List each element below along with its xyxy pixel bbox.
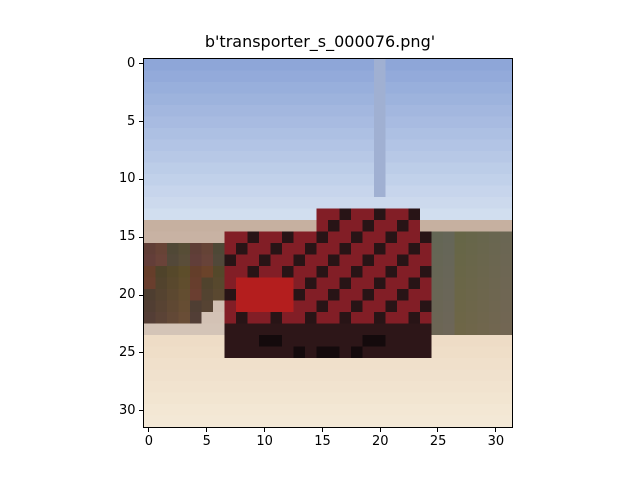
x-tick	[495, 428, 497, 432]
y-tick	[139, 63, 143, 65]
x-tick-label: 0	[144, 434, 154, 449]
x-tick-label: 5	[202, 434, 211, 449]
y-tick	[139, 236, 143, 238]
x-tick	[206, 428, 208, 432]
x-tick	[263, 428, 265, 432]
y-tick-label: 15	[119, 229, 136, 245]
x-tick-label: 25	[429, 434, 447, 449]
x-tick-label: 15	[314, 434, 331, 449]
y-tick-label: 10	[119, 171, 136, 187]
y-tick-label: 20	[119, 287, 136, 303]
y-tick	[139, 121, 143, 123]
y-tick	[139, 352, 143, 354]
y-tick	[139, 294, 143, 296]
y-tick	[139, 178, 143, 180]
x-tick-label: 20	[372, 434, 389, 449]
plot-title: b'transporter_s_000076.png'	[204, 32, 436, 51]
x-tick	[437, 428, 439, 432]
y-tick-label: 30	[119, 402, 136, 418]
y-tick	[139, 410, 143, 412]
image-plot	[143, 58, 513, 428]
x-tick	[321, 428, 323, 432]
x-tick-label: 30	[487, 434, 505, 449]
x-tick	[379, 428, 381, 432]
x-tick	[148, 428, 150, 432]
x-tick-label: 10	[256, 434, 273, 449]
y-tick-label: 5	[127, 113, 136, 129]
pixelated-image	[144, 59, 512, 427]
y-tick-label: 0	[127, 55, 136, 71]
y-tick-label: 25	[119, 344, 136, 360]
